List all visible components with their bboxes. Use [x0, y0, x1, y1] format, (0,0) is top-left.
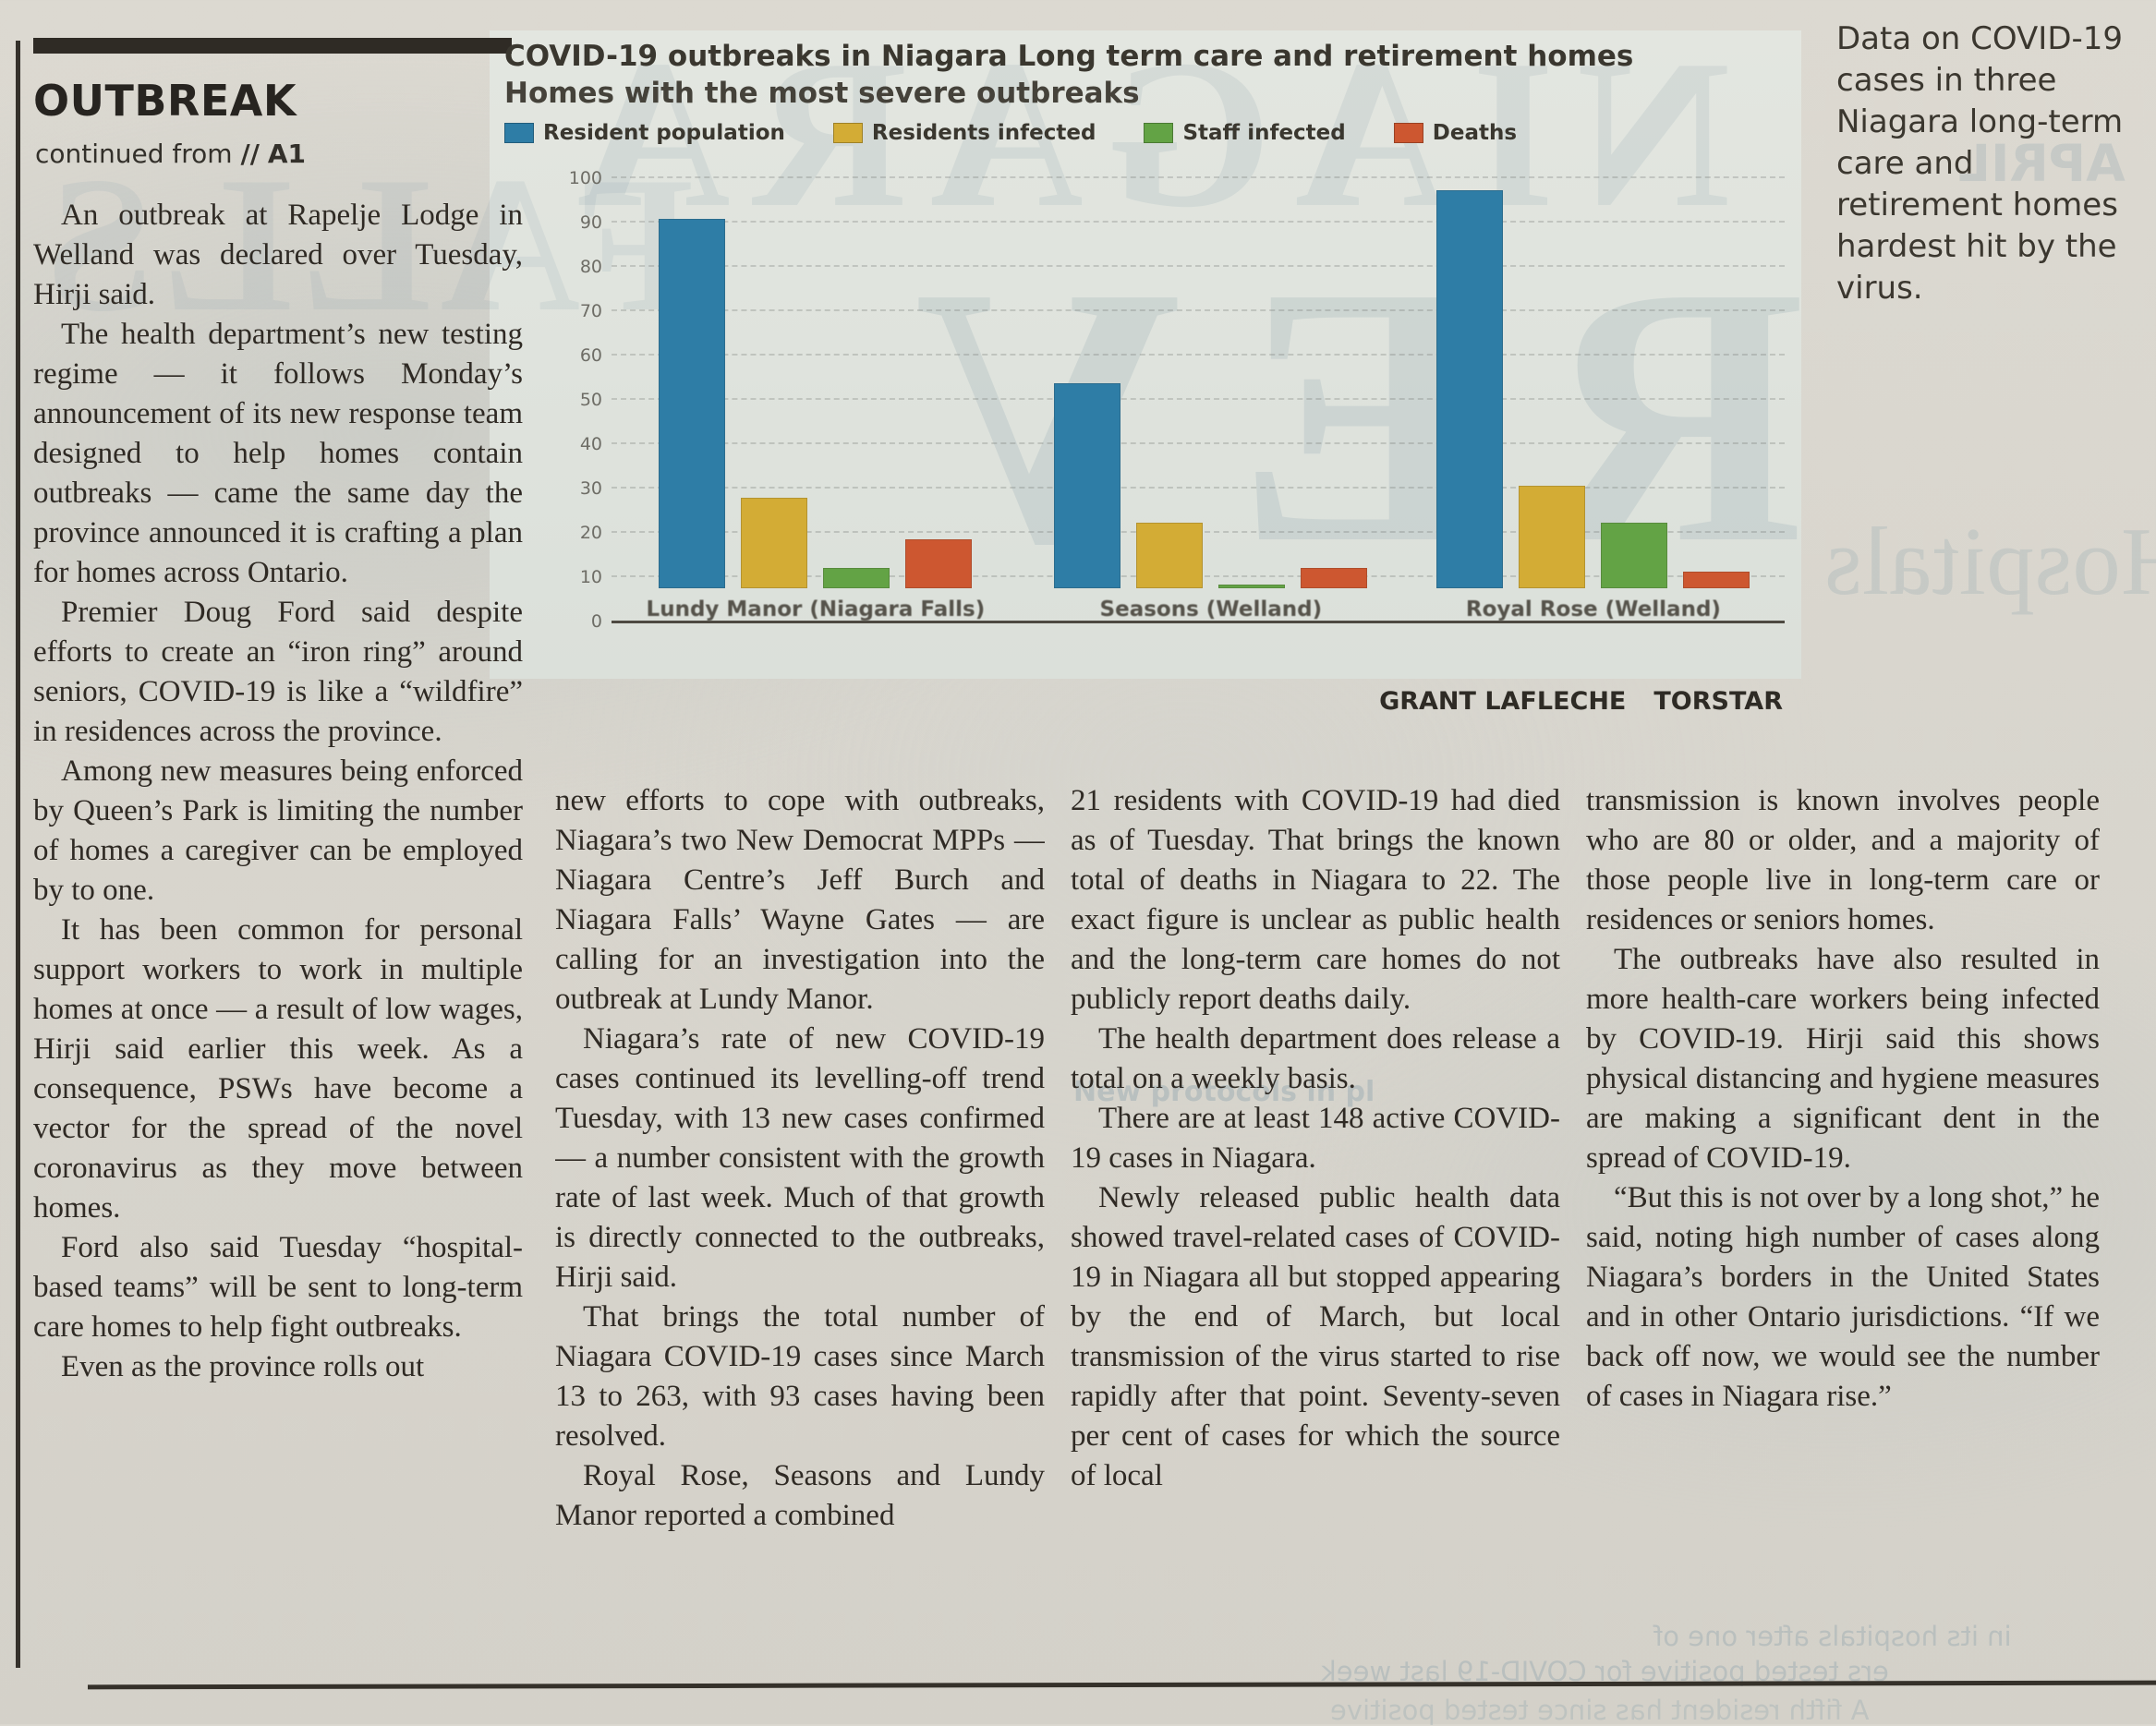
paragraph: The health department does release a tot… — [1071, 1022, 1560, 1095]
paragraph: Ford also said Tuesday “hospital-based t… — [33, 1231, 523, 1344]
legend-item: Deaths — [1393, 121, 1518, 145]
y-axis-tick-label: 100 — [568, 168, 602, 188]
y-axis-tick-label: 60 — [579, 345, 602, 366]
bar-resident-population — [659, 219, 726, 588]
legend-label: Staff infected — [1182, 121, 1346, 145]
paragraph: It has been common for personal support … — [33, 913, 523, 1225]
y-axis-tick-label: 50 — [579, 390, 602, 410]
gridline — [612, 309, 1785, 311]
y-axis-tick-label: 30 — [579, 478, 602, 499]
section-title: OUTBREAK — [33, 76, 297, 126]
gridline — [612, 442, 1785, 444]
paragraph: Royal Rose, Seasons and Lundy Manor repo… — [555, 1459, 1045, 1532]
bar-resident-population — [1054, 383, 1121, 588]
covid-outbreaks-bar-chart: COVID-19 outbreaks in Niagara Long term … — [490, 30, 1801, 679]
bar-staff-infected — [823, 567, 890, 588]
paragraph: An outbreak at Rapelje Lodge in Welland … — [33, 199, 523, 311]
article-column-1: An outbreak at Rapelje Lodge in Welland … — [33, 196, 523, 1673]
continued-page-ref: A1 — [267, 139, 307, 169]
bar-residents-infected — [1519, 486, 1586, 588]
legend-item: Staff infected — [1144, 121, 1346, 145]
legend-swatch — [832, 123, 863, 143]
y-axis-tick-label: 40 — [579, 434, 602, 454]
paragraph: Newly released public health data showed… — [1071, 1181, 1560, 1492]
chart-y-axis: 0 10 20 30 40 50 60 70 80 90 100 — [517, 168, 602, 632]
bar-deaths — [905, 538, 973, 588]
y-axis-tick-label: 20 — [579, 523, 602, 543]
legend-swatch — [1144, 123, 1174, 143]
legend-swatch — [504, 123, 534, 143]
chart-title: COVID-19 outbreaks in Niagara Long term … — [504, 40, 1634, 73]
legend-label: Residents infected — [871, 121, 1096, 145]
y-axis-tick-label: 0 — [590, 611, 602, 632]
bar-residents-infected — [1136, 522, 1204, 588]
y-axis-tick-label: 70 — [579, 301, 602, 321]
bottom-rule — [87, 1680, 2156, 1690]
bar-group: Lundy Manor (Niagara Falls) — [646, 178, 986, 622]
bar-resident-population — [1436, 190, 1504, 588]
article-column-2: new efforts to cope with outbreaks, Niag… — [555, 781, 1045, 1679]
chart-baseline — [612, 621, 1785, 623]
bar-staff-infected — [1601, 522, 1668, 588]
bleed-through-text: Hospitals — [1824, 507, 2156, 615]
gridline — [612, 354, 1785, 356]
gridline — [612, 487, 1785, 489]
paragraph: Niagara’s rate of new COVID-19 cases con… — [555, 1022, 1045, 1294]
bar-staff-infected — [1218, 584, 1286, 588]
legend-label: Resident population — [543, 121, 785, 145]
paragraph: transmission is known involves people wh… — [1586, 784, 2100, 936]
legend-swatch — [1393, 123, 1423, 143]
legend-item: Residents infected — [832, 121, 1096, 145]
x-axis-category-label: Royal Rose (Welland) — [1465, 597, 1721, 622]
paragraph: Among new measures being enforced by Que… — [33, 754, 523, 907]
paragraph: The health department’s new testing regi… — [33, 318, 523, 589]
bleed-through-text: A fifth resident has since tested positi… — [1330, 1695, 1870, 1726]
chart-caption: Data on COVID-19 cases in three Niagara … — [1836, 20, 2124, 307]
paragraph: Premier Doug Ford said despite efforts t… — [33, 596, 523, 748]
y-axis-tick-label: 90 — [579, 212, 602, 233]
x-axis-category-label: Seasons (Welland) — [1099, 597, 1323, 622]
chart-legend: Resident population Residents infected Sta… — [504, 121, 1517, 145]
chart-subtitle: Homes with the most severe outbreaks — [504, 77, 1140, 110]
bar-residents-infected — [741, 498, 808, 588]
section-divider-bar — [33, 38, 512, 54]
paragraph: 21 residents with COVID-19 had died as o… — [1071, 784, 1560, 1016]
chart-credit: GRANT LAFLECHE TORSTAR — [490, 687, 1783, 716]
credit-author: GRANT LAFLECHE — [1379, 687, 1627, 716]
y-axis-tick-label: 10 — [579, 567, 602, 587]
article-column-3: 21 residents with COVID-19 had died as o… — [1071, 781, 1560, 1679]
chart-bar-groups: Lundy Manor (Niagara Falls) Seasons (Well… — [612, 178, 1785, 622]
legend-item: Resident population — [504, 121, 785, 145]
paragraph: The outbreaks have also resulted in more… — [1586, 943, 2100, 1175]
bar-set — [1054, 178, 1368, 588]
paragraph: There are at least 148 active COVID-19 c… — [1071, 1102, 1560, 1175]
paragraph: new efforts to cope with outbreaks, Niag… — [555, 784, 1045, 1016]
legend-label: Deaths — [1432, 121, 1518, 145]
paragraph: That brings the total number of Niagara … — [555, 1300, 1045, 1453]
continued-label: continued from — [35, 139, 233, 169]
bar-set — [1436, 178, 1750, 588]
paragraph: “But this is not over by a long shot,” h… — [1586, 1181, 2100, 1413]
bar-deaths — [1301, 567, 1368, 588]
gridline — [612, 221, 1785, 223]
bar-set — [659, 178, 973, 588]
bar-group: Royal Rose (Welland) — [1436, 178, 1750, 622]
credit-organization: TORSTAR — [1653, 687, 1783, 716]
gridline — [612, 265, 1785, 267]
x-axis-category-label: Lundy Manor (Niagara Falls) — [646, 597, 986, 622]
y-axis-tick-label: 80 — [579, 257, 602, 277]
continued-separator: // — [240, 139, 260, 169]
bleed-through-text: New protocols in pl — [1073, 1076, 1375, 1108]
gridline — [612, 176, 1785, 178]
article-column-4: transmission is known involves people wh… — [1586, 781, 2100, 1679]
continued-from: continued from // A1 — [35, 139, 306, 169]
bar-deaths — [1683, 572, 1750, 588]
paragraph: Even as the province rolls out — [61, 1350, 425, 1383]
bar-group: Seasons (Welland) — [1054, 178, 1368, 622]
gridline — [612, 398, 1785, 400]
left-column-rule — [16, 41, 20, 1668]
